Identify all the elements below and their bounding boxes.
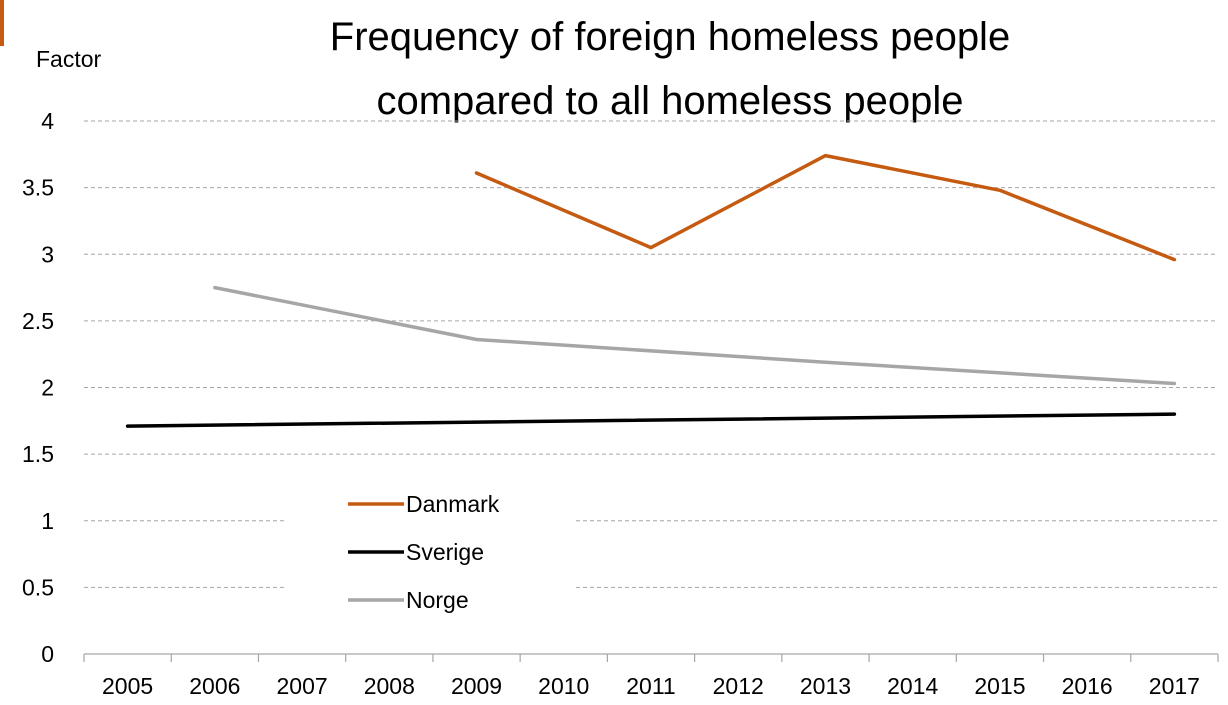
legend-label-sverige: Sverige — [406, 539, 484, 565]
series-line-danmark — [474, 153, 1177, 262]
x-axis-ticks: 2005 2006 2007 2008 2009 2010 2011 2012 2013 2014… — [102, 673, 1200, 699]
series-line-sverige — [125, 412, 1177, 428]
legend: Danmark Sverige Norge — [348, 491, 500, 613]
accent-bar — [0, 0, 4, 46]
x-tick-label: 2013 — [800, 673, 851, 699]
chart-title-line-1: Frequency of foreign homeless people — [329, 15, 1011, 59]
y-tick-label: 4 — [41, 108, 54, 134]
x-tick-label: 2014 — [887, 673, 938, 699]
y-tick-label: 3 — [41, 241, 54, 267]
x-tick-label: 2011 — [626, 673, 675, 699]
chart-title-line-2: compared to all homeless people — [376, 79, 964, 123]
gridlines — [84, 120, 1218, 588]
y-tick-label: 1 — [41, 508, 54, 534]
x-tick-label: 2005 — [102, 673, 153, 699]
x-tick-label: 2007 — [276, 673, 327, 699]
y-tick-label: 0 — [41, 641, 54, 667]
x-tick-label: 2017 — [1149, 673, 1200, 699]
x-tick-label: 2015 — [974, 673, 1025, 699]
x-tick-label: 2008 — [364, 673, 415, 699]
x-tick-label: 2012 — [713, 673, 764, 699]
y-tick-label: 2.5 — [22, 308, 54, 334]
y-axis-label: Factor — [36, 46, 102, 72]
x-axis — [83, 653, 1219, 662]
y-tick-label: 3.5 — [22, 175, 54, 201]
x-tick-label: 2016 — [1062, 673, 1113, 699]
y-tick-label: 0.5 — [22, 574, 54, 600]
y-axis-ticks: 0 0.5 1 1.5 2 2.5 3 3.5 4 — [22, 108, 54, 667]
x-tick-label: 2009 — [451, 673, 502, 699]
legend-label-norge: Norge — [406, 587, 469, 613]
x-tick-label: 2010 — [538, 673, 589, 699]
y-tick-label: 1.5 — [22, 441, 54, 467]
legend-label-danmark: Danmark — [406, 491, 500, 517]
y-tick-label: 2 — [41, 375, 54, 401]
series-line-norge — [213, 285, 1177, 386]
x-tick-label: 2006 — [189, 673, 240, 699]
series-lines — [125, 153, 1177, 428]
